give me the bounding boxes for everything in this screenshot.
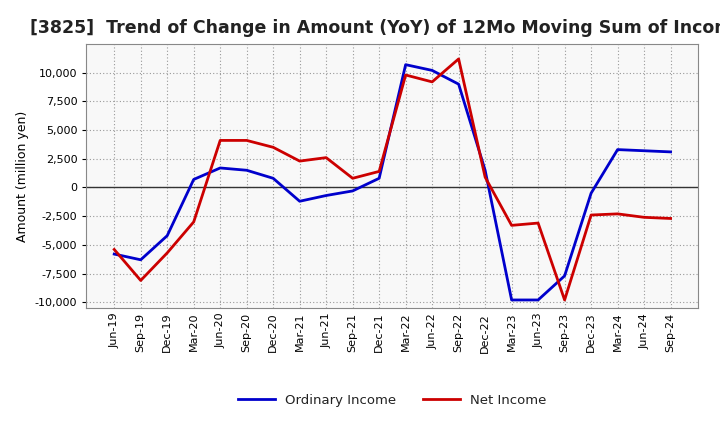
Ordinary Income bbox=[454, 81, 463, 87]
Ordinary Income bbox=[613, 147, 622, 152]
Ordinary Income bbox=[295, 198, 304, 204]
Ordinary Income bbox=[189, 177, 198, 182]
Ordinary Income bbox=[401, 62, 410, 67]
Net Income bbox=[508, 223, 516, 228]
Ordinary Income bbox=[136, 257, 145, 262]
Line: Net Income: Net Income bbox=[114, 59, 670, 300]
Net Income bbox=[216, 138, 225, 143]
Ordinary Income bbox=[110, 251, 119, 257]
Title: [3825]  Trend of Change in Amount (YoY) of 12Mo Moving Sum of Incomes: [3825] Trend of Change in Amount (YoY) o… bbox=[30, 19, 720, 37]
Ordinary Income bbox=[163, 233, 171, 238]
Legend: Ordinary Income, Net Income: Ordinary Income, Net Income bbox=[233, 389, 552, 412]
Net Income bbox=[189, 219, 198, 224]
Ordinary Income bbox=[243, 168, 251, 173]
Net Income bbox=[375, 169, 384, 174]
Ordinary Income bbox=[428, 68, 436, 73]
Ordinary Income bbox=[560, 273, 569, 279]
Net Income bbox=[348, 176, 357, 181]
Net Income bbox=[560, 297, 569, 303]
Ordinary Income bbox=[587, 191, 595, 196]
Ordinary Income bbox=[666, 149, 675, 154]
Net Income bbox=[428, 79, 436, 84]
Ordinary Income bbox=[640, 148, 649, 154]
Y-axis label: Amount (million yen): Amount (million yen) bbox=[17, 110, 30, 242]
Net Income bbox=[454, 56, 463, 62]
Net Income bbox=[534, 220, 542, 226]
Net Income bbox=[613, 211, 622, 216]
Net Income bbox=[587, 213, 595, 218]
Net Income bbox=[163, 250, 171, 256]
Net Income bbox=[295, 158, 304, 164]
Ordinary Income bbox=[375, 176, 384, 181]
Ordinary Income bbox=[216, 165, 225, 171]
Ordinary Income bbox=[481, 168, 490, 173]
Net Income bbox=[640, 215, 649, 220]
Ordinary Income bbox=[269, 176, 277, 181]
Net Income bbox=[322, 155, 330, 160]
Net Income bbox=[136, 278, 145, 283]
Ordinary Income bbox=[508, 297, 516, 303]
Ordinary Income bbox=[348, 188, 357, 194]
Ordinary Income bbox=[322, 193, 330, 198]
Net Income bbox=[269, 145, 277, 150]
Net Income bbox=[401, 72, 410, 77]
Net Income bbox=[110, 247, 119, 252]
Net Income bbox=[666, 216, 675, 221]
Net Income bbox=[243, 138, 251, 143]
Line: Ordinary Income: Ordinary Income bbox=[114, 65, 670, 300]
Ordinary Income bbox=[534, 297, 542, 303]
Net Income bbox=[481, 175, 490, 180]
